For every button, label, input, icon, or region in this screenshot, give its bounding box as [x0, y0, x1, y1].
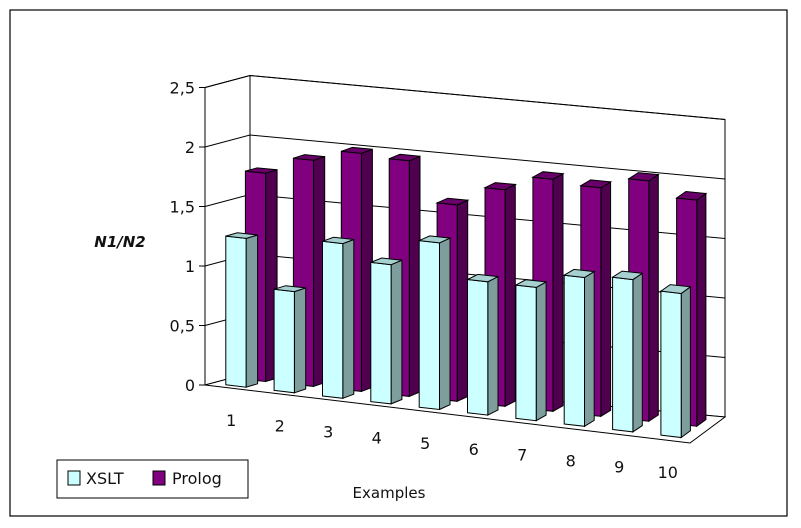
x-tick-label: 7 — [517, 446, 527, 465]
y-tick-label: 0 — [185, 376, 195, 395]
x-axis-ticks: 1 2 3 4 5 6 7 8 9 10 — [226, 411, 678, 482]
y-axis-label: N1/N2 — [94, 233, 145, 251]
legend-label-xslt: XSLT — [86, 469, 124, 488]
legend-swatch-xslt — [67, 470, 81, 486]
y-tick-label: 0,5 — [170, 317, 195, 336]
y-tick-label: 2,5 — [170, 79, 195, 98]
y-tick-label: 1,5 — [170, 198, 195, 217]
y-tick-label: 2 — [185, 138, 195, 157]
bar-xslt-1 — [225, 232, 259, 388]
x-tick-label: 2 — [275, 417, 285, 436]
bar-prolog-2 — [292, 154, 326, 388]
bar-xslt-9 — [611, 270, 644, 433]
bar-xslt-7 — [514, 279, 548, 422]
x-tick-label: 4 — [372, 428, 382, 447]
bar-xslt-5 — [417, 235, 452, 411]
legend-swatch-prolog — [152, 470, 166, 486]
x-tick-label: 1 — [226, 411, 236, 430]
y-tick-label: 1 — [185, 257, 195, 276]
bar-xslt-4 — [370, 257, 403, 405]
x-tick-label: 5 — [420, 434, 430, 453]
bars — [225, 146, 708, 439]
bar-xslt-3 — [322, 236, 355, 400]
x-tick-label: 3 — [323, 423, 333, 442]
gridline — [204, 74, 726, 120]
x-tick-label: 8 — [566, 452, 576, 471]
x-tick-label: 10 — [658, 463, 678, 482]
legend-label-prolog: Prolog — [172, 469, 222, 488]
y-axis-ticks: 0 0,5 1 1,5 2 2,5 — [170, 79, 205, 395]
x-tick-label: 9 — [614, 457, 624, 476]
x-tick-label: 6 — [469, 440, 479, 459]
x-axis-label: Examples — [353, 484, 426, 502]
bar-xslt-2 — [273, 285, 307, 394]
bar-xslt-8 — [562, 268, 596, 428]
gridline — [204, 134, 726, 180]
legend: XSLT Prolog — [56, 459, 249, 499]
bar-xslt-6 — [465, 273, 500, 416]
bar-xslt-10 — [659, 284, 692, 439]
